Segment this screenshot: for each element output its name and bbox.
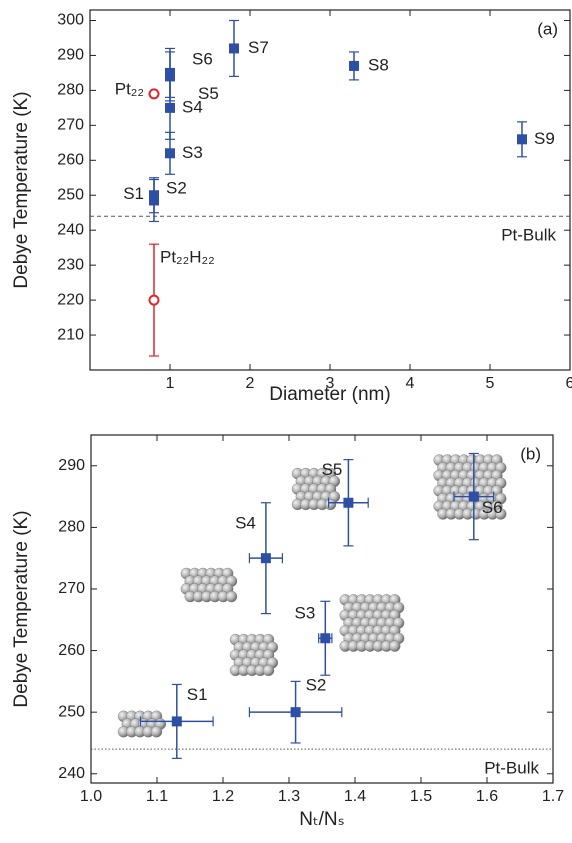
point-label: S5	[322, 460, 343, 479]
point	[149, 190, 159, 201]
x-tick-label: 1	[166, 375, 175, 392]
point	[229, 43, 239, 54]
atom	[150, 726, 163, 738]
plot-frame	[90, 434, 554, 784]
point-label: S6	[482, 498, 503, 517]
point-label: S9	[534, 129, 555, 148]
y-tick-label: 230	[57, 256, 84, 273]
point-label: S4	[235, 514, 256, 533]
point	[165, 102, 175, 113]
point-label: S6	[192, 49, 213, 68]
y-tick-label: 270	[57, 117, 84, 134]
point	[349, 60, 359, 71]
point	[517, 134, 527, 145]
x-tick-label: 1.2	[212, 788, 234, 805]
reference-label: Pt-Bulk	[501, 226, 556, 245]
point	[165, 67, 175, 78]
point	[165, 148, 175, 159]
x-tick-label: 2	[246, 375, 255, 392]
y-tick-label: 260	[58, 642, 85, 659]
atom	[495, 508, 507, 520]
y-tick-label: 270	[58, 580, 85, 597]
panel-label: (b)	[520, 444, 541, 463]
y-tick-label: 300	[57, 12, 84, 29]
x-tick-label: 1.4	[344, 788, 366, 805]
point-label: S4	[182, 97, 203, 116]
y-tick-label: 290	[58, 457, 85, 474]
point-label: S5	[198, 84, 219, 103]
atom	[262, 664, 275, 677]
point-label: S3	[182, 143, 203, 162]
reference-label: Pt-Bulk	[484, 759, 539, 778]
point-label: S8	[368, 55, 389, 74]
x-tick-label: 1.1	[146, 788, 168, 805]
point	[148, 294, 160, 306]
point-label: S7	[248, 38, 269, 57]
point	[171, 716, 182, 727]
y-tick-label: 260	[57, 152, 84, 169]
x-axis-title: Nₜ/Nₛ	[299, 809, 344, 830]
y-tick-label: 220	[57, 291, 84, 308]
point	[260, 553, 271, 564]
x-axis-title: Diameter (nm)	[269, 384, 390, 405]
point	[343, 497, 354, 508]
point	[468, 491, 479, 502]
point-label: S2	[306, 676, 327, 695]
y-tick-label: 210	[57, 326, 84, 343]
x-tick-label: 1.0	[80, 788, 102, 805]
point-label: S1	[187, 685, 208, 704]
x-tick-label: 6	[566, 375, 572, 392]
panel-label: (a)	[537, 19, 558, 38]
y-tick-label: 240	[58, 765, 85, 782]
x-tick-label: 1.5	[410, 788, 432, 805]
point	[290, 707, 301, 718]
x-tick-label: 1.7	[542, 788, 564, 805]
x-tick-label: 4	[406, 375, 415, 392]
y-tick-label: 280	[57, 82, 84, 99]
atom	[389, 640, 401, 652]
point-label: Pt₂₂H₂₂	[160, 248, 215, 267]
y-tick-label: 290	[57, 47, 84, 64]
x-tick-label: 5	[486, 375, 495, 392]
plot-frame	[89, 9, 571, 371]
y-tick-label: 240	[57, 221, 84, 238]
atom	[225, 590, 238, 603]
point-label: S1	[123, 184, 144, 203]
point-label: S2	[166, 179, 187, 198]
x-tick-label: 1.3	[278, 788, 300, 805]
point-label: Pt₂₂	[115, 79, 144, 98]
y-axis-title: Debye Temperature (K)	[11, 510, 32, 707]
x-tick-label: 3	[326, 375, 335, 392]
y-tick-label: 280	[58, 519, 85, 536]
y-tick-label: 250	[58, 703, 85, 720]
point	[148, 88, 160, 100]
y-axis-title: Debye Temperature (K)	[11, 91, 32, 288]
y-tick-label: 250	[57, 186, 84, 203]
point-label: S3	[295, 604, 316, 623]
x-tick-label: 1.6	[476, 788, 498, 805]
atom	[324, 498, 337, 511]
point	[320, 633, 331, 644]
